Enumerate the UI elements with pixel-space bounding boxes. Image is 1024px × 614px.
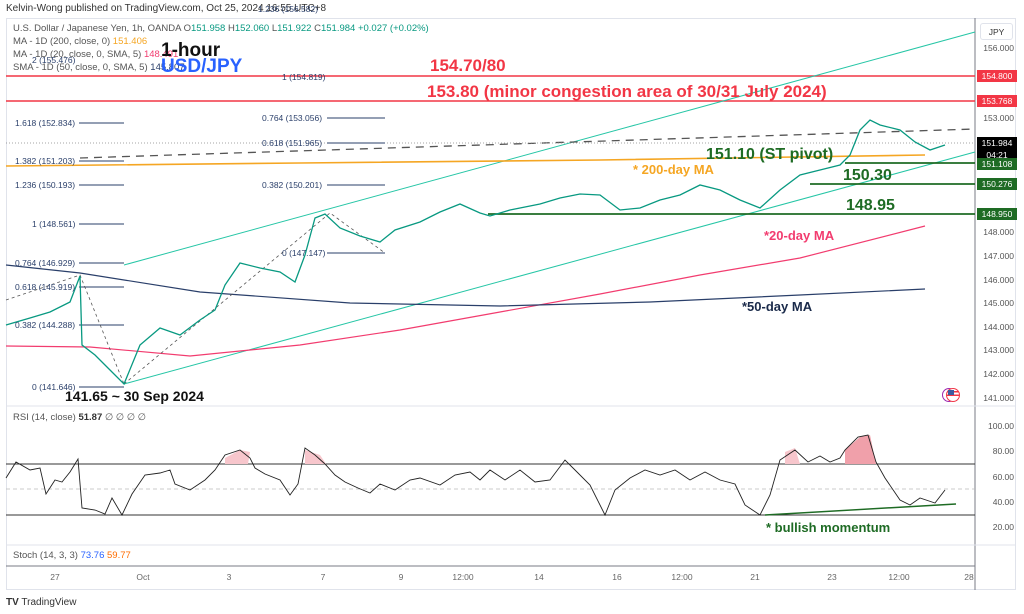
price-series — [5, 119, 946, 386]
channel-lower — [123, 151, 976, 385]
price-tag-support-1: 150.276 — [977, 178, 1017, 190]
publisher-line: Kelvin-Wong published on TradingView.com… — [6, 3, 327, 14]
open-value: 151.958 — [190, 23, 226, 34]
price-tick: 145.000 — [983, 298, 1014, 308]
fib-label: 0 (141.646) — [32, 382, 76, 392]
close-value: 151.984 — [320, 23, 356, 34]
tradingview-logo-icon: TV — [6, 597, 19, 608]
annotation-support-148-95: 148.95 — [846, 197, 895, 214]
timeframe-title: 1-hour — [161, 40, 221, 61]
channel-upper — [123, 31, 976, 266]
rsi-tick: 100.00 — [988, 421, 1014, 431]
ma50-line — [5, 264, 926, 307]
fib-label: 0.618 (151.965) — [262, 138, 323, 148]
chart-frame — [6, 18, 1016, 590]
time-tick: 14 — [534, 572, 544, 582]
fib-label: 2 (155.476) — [32, 55, 76, 65]
high-value: 152.060 — [234, 23, 270, 34]
fib-label: 0.382 (150.201) — [262, 180, 323, 190]
rsi-tick: 80.00 — [992, 446, 1014, 456]
fib-label: 0.382 (144.288) — [15, 320, 76, 330]
price-tick: 153.000 — [983, 113, 1014, 123]
fib-label: 0.764 (153.056) — [262, 113, 323, 123]
currency-button[interactable]: JPY — [980, 23, 1013, 40]
price-tag-support-2: 148.950 — [977, 208, 1017, 220]
time-tick: 12:00 — [671, 572, 693, 582]
time-tick: 3 — [226, 572, 232, 582]
fib-label: 1.236 (156.582) — [258, 4, 319, 14]
price-tick: 147.000 — [983, 251, 1014, 261]
fib-label: 0 (147.147) — [282, 248, 326, 258]
low-value: 151.922 — [277, 23, 312, 34]
time-tick: 23 — [827, 572, 837, 582]
change-value: +0.027 (+0.02%) — [357, 23, 429, 34]
fib-label: 0.618 (145.919) — [15, 282, 76, 292]
rsi-pane — [5, 434, 975, 517]
dashed-trendline — [79, 128, 976, 159]
time-tick: 27 — [50, 572, 60, 582]
us-flag-event-icon[interactable] — [942, 388, 960, 402]
time-tick: 28 — [964, 572, 974, 582]
rsi-value: 51.87 — [78, 412, 103, 423]
stoch-d-value: 59.77 — [107, 550, 131, 561]
legend-ma20[interactable]: MA - 1D (20, close, 0, SMA, 5) 148.491 — [13, 49, 179, 60]
stoch-legend[interactable]: Stoch (14, 3, 3) 73.76 59.77 — [13, 550, 131, 561]
time-tick: 9 — [398, 572, 404, 582]
price-tag-last: 151.984 — [977, 137, 1017, 149]
symbol-description: U.S. Dollar / Japanese Yen, 1h, OANDA — [13, 23, 181, 34]
time-tick: 12:00 — [888, 572, 910, 582]
fib-label: 1.618 (152.834) — [15, 118, 76, 128]
price-tag-pivot: 151.108 — [977, 158, 1017, 170]
price-tick: 141.000 — [983, 393, 1014, 403]
fib-label: 1 (148.561) — [32, 219, 76, 229]
annotation-rsi-bullish: * bullish momentum — [766, 520, 891, 535]
price-tick: 143.000 — [983, 345, 1014, 355]
annotation-pivot: 151.10 (ST pivot) — [706, 146, 834, 163]
legend-ma200[interactable]: MA - 1D (200, close, 0) 151.406 — [13, 36, 148, 47]
price-tag-resistance-1: 154.800 — [977, 70, 1017, 82]
price-tick: 142.000 — [983, 369, 1014, 379]
annotation-resistance-1: 154.70/80 — [430, 56, 506, 75]
fib-label: 1 (154.819) — [282, 72, 326, 82]
time-tick: 21 — [750, 572, 760, 582]
fib-label: 1.382 (151.203) — [15, 156, 76, 166]
price-tick: 156.000 — [983, 43, 1014, 53]
legend-sma50[interactable]: SMA - 1D (50, close, 0, SMA, 5) 145.807 — [13, 62, 185, 73]
annotation-ma50: *50-day MA — [742, 299, 813, 314]
fib-label: 1.236 (150.193) — [15, 180, 76, 190]
rsi-tick: 40.00 — [992, 497, 1014, 507]
rsi-divergence-line — [764, 503, 957, 516]
time-tick: 7 — [320, 572, 326, 582]
stoch-k-value: 73.76 — [80, 550, 105, 561]
annotation-resistance-2: 153.80 (minor congestion area of 30/31 J… — [427, 82, 827, 101]
fib-label: 0.764 (146.929) — [15, 258, 76, 268]
rsi-legend[interactable]: RSI (14, close) 51.87 ∅ ∅ ∅ ∅ — [13, 412, 146, 423]
annotation-low: 141.65 ~ 30 Sep 2024 — [65, 388, 204, 404]
ma20-line — [5, 225, 926, 357]
symbol-title: USD/JPY — [161, 56, 243, 77]
rsi-tick: 20.00 — [992, 522, 1014, 532]
time-tick: Oct — [136, 572, 150, 582]
rsi-tick: 60.00 — [992, 472, 1014, 482]
ma200-line — [5, 154, 926, 167]
annotation-support-150-30: 150.30 — [843, 167, 892, 184]
price-tick: 144.000 — [983, 322, 1014, 332]
price-tick: 146.000 — [983, 275, 1014, 285]
price-tick: 148.000 — [983, 227, 1014, 237]
annotation-ma200: * 200-day MA — [633, 162, 714, 177]
time-tick: 16 — [612, 572, 622, 582]
tradingview-logo[interactable]: TV TradingView — [6, 597, 77, 608]
time-tick: 12:00 — [452, 572, 474, 582]
annotation-ma20: *20-day MA — [764, 228, 835, 243]
symbol-legend: U.S. Dollar / Japanese Yen, 1h, OANDA O1… — [13, 23, 429, 73]
price-tag-resistance-2: 153.768 — [977, 95, 1017, 107]
